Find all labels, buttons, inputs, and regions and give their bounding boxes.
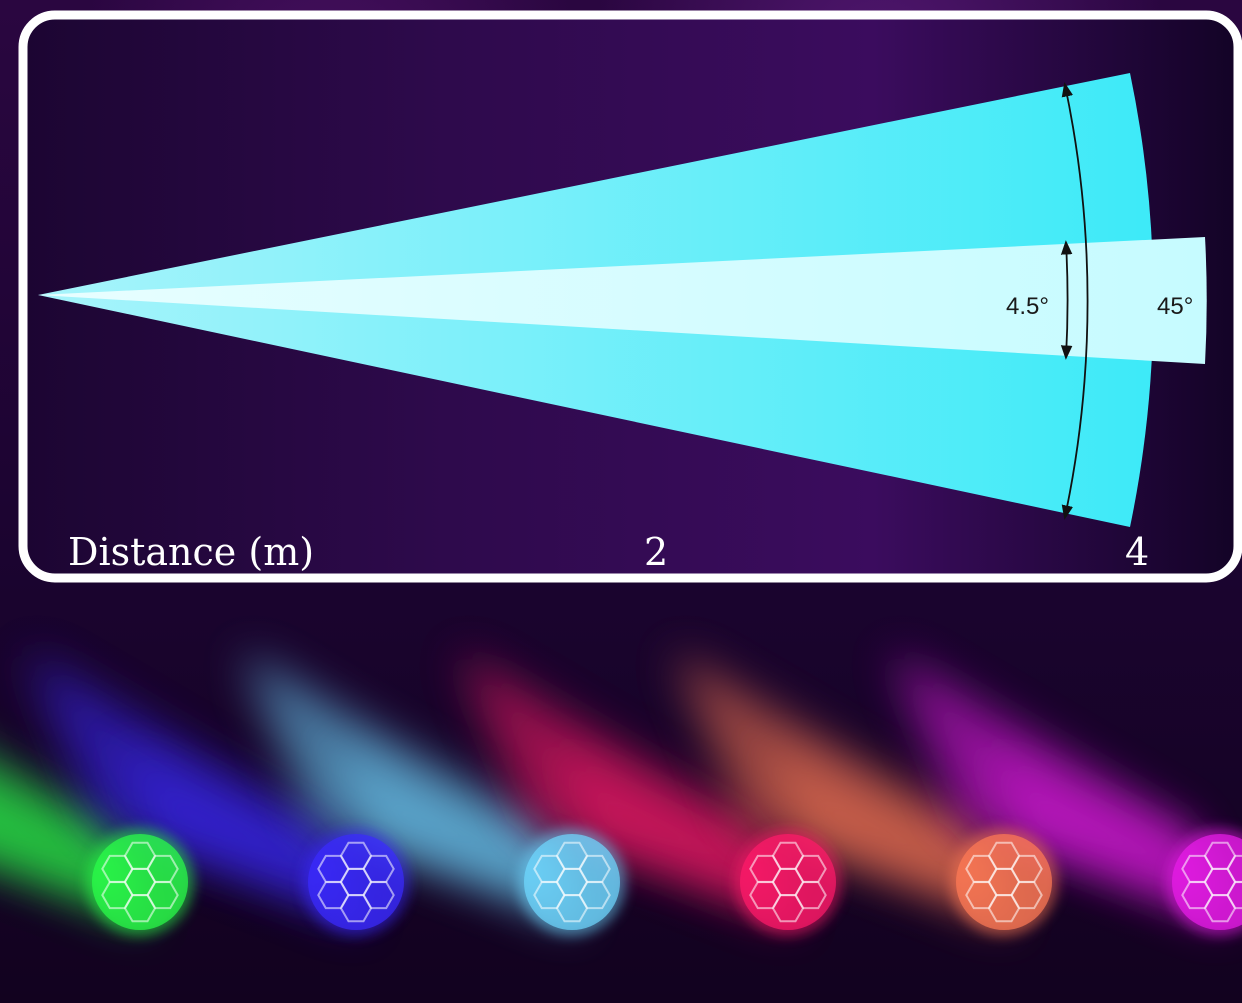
beam-angle-diagram: 4.5° 45° Distance (m) 2 4 xyxy=(18,10,1242,583)
light-beam-core xyxy=(548,742,788,907)
distance-axis-label: Distance (m) xyxy=(68,530,314,574)
narrow-angle-arc-arrow xyxy=(1060,240,1073,360)
light-beam-core xyxy=(116,742,356,907)
light-lens xyxy=(734,828,842,936)
light-beam-core xyxy=(764,742,1004,907)
narrow-beam-cone xyxy=(38,237,1207,364)
light-lens xyxy=(86,828,194,936)
light-beam-core xyxy=(332,742,572,907)
light-fixtures xyxy=(86,828,1242,936)
light-lens xyxy=(302,828,410,936)
light-beam-core xyxy=(980,742,1220,907)
tick-label-4: 4 xyxy=(1125,530,1149,574)
narrow-angle-label: 4.5° xyxy=(1006,293,1049,320)
wide-angle-label: 45° xyxy=(1157,293,1193,320)
light-lens xyxy=(950,828,1058,936)
light-lens xyxy=(518,828,626,936)
tick-label-2: 2 xyxy=(644,530,668,574)
light-lens xyxy=(1166,828,1242,936)
wide-angle-arc-arrow xyxy=(1061,82,1089,520)
